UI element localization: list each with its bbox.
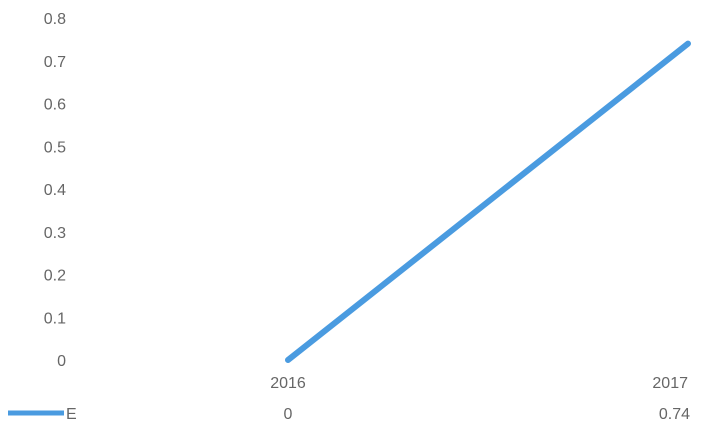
series-line-e xyxy=(288,44,688,360)
y-tick-label: 0.8 xyxy=(44,11,66,28)
y-tick-label: 0.1 xyxy=(44,310,66,327)
plot-area xyxy=(286,41,691,362)
data-point xyxy=(686,41,691,46)
y-tick-label: 0.2 xyxy=(44,268,66,285)
legend-label-e: E xyxy=(66,406,77,423)
y-axis: 0 0.1 0.2 0.3 0.4 0.5 0.6 0.7 0.8 xyxy=(44,11,66,370)
y-tick-label: 0.7 xyxy=(44,54,66,71)
data-point xyxy=(286,358,291,363)
table-value: 0 xyxy=(284,406,293,423)
y-tick-label: 0 xyxy=(57,353,66,370)
y-tick-label: 0.3 xyxy=(44,225,66,242)
y-tick-label: 0.4 xyxy=(44,182,66,199)
x-axis: 2016 2017 xyxy=(270,375,688,392)
y-tick-label: 0.6 xyxy=(44,97,66,114)
x-tick-label: 2016 xyxy=(270,375,306,392)
table-value: 0.74 xyxy=(659,406,690,423)
y-tick-label: 0.5 xyxy=(44,139,66,156)
x-tick-label: 2017 xyxy=(652,375,688,392)
data-table: E 0 0.74 xyxy=(8,406,690,423)
